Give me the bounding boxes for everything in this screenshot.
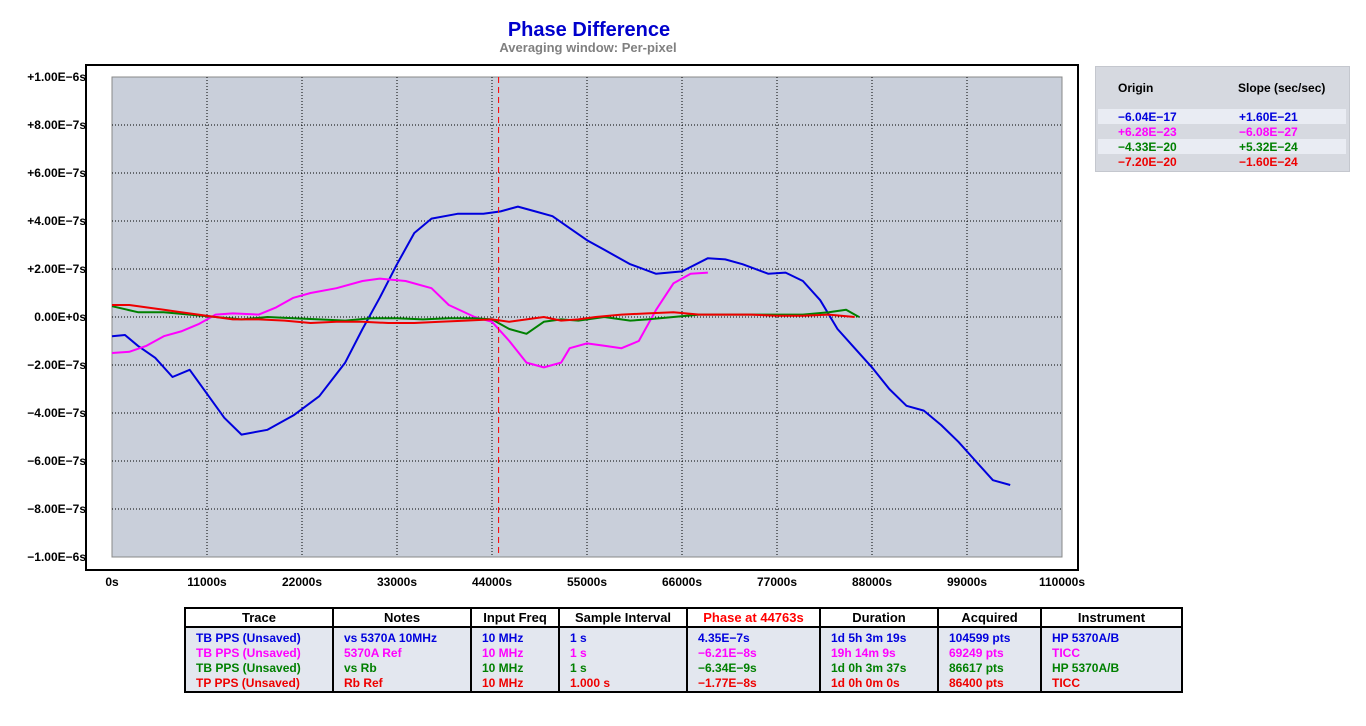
x-tick-label: 88000s — [852, 575, 892, 589]
y-tick-label: −4.00E−7s — [27, 406, 86, 420]
origin-slope-legend: Origin Slope (sec/sec) −6.04E−17 +1.60E−… — [1095, 66, 1350, 172]
cell-input-freq: 10 MHz — [470, 627, 560, 646]
series-line-3[interactable] — [112, 304, 855, 324]
x-tick-label: 55000s — [567, 575, 607, 589]
col-instrument[interactable]: Instrument — [1040, 607, 1183, 628]
y-tick-label: −2.00E−7s — [27, 358, 86, 372]
cell-phase: −1.77E−8s — [686, 676, 821, 693]
x-tick-label: 66000s — [662, 575, 702, 589]
y-tick-label: +8.00E−7s — [27, 118, 86, 132]
y-tick-label: 0.00E+0s — [34, 310, 86, 324]
cell-acquired: 86617 pts — [937, 661, 1042, 676]
cell-trace: TB PPS (Unsaved) — [184, 661, 334, 676]
legend-origin: −6.04E−17 — [1118, 110, 1177, 124]
col-notes[interactable]: Notes — [332, 607, 472, 628]
table-row[interactable]: TB PPS (Unsaved) vs Rb 10 MHz 1 s −6.34E… — [184, 661, 1183, 676]
cell-sample-interval: 1 s — [558, 661, 688, 676]
phase-difference-chart: Phase Difference Averaging window: Per-p… — [27, 19, 1085, 589]
col-sample-interval[interactable]: Sample Interval — [558, 607, 688, 628]
x-tick-label: 110000s — [1039, 575, 1085, 589]
legend-row: +6.28E−23 −6.08E−27 — [1098, 124, 1346, 139]
y-tick-label: +6.00E−7s — [27, 166, 86, 180]
cell-input-freq: 10 MHz — [470, 661, 560, 676]
legend-origin: +6.28E−23 — [1118, 125, 1177, 139]
cell-sample-interval: 1 s — [558, 627, 688, 646]
cell-sample-interval: 1.000 s — [558, 676, 688, 693]
x-tick-label: 44000s — [472, 575, 512, 589]
legend-slope: +5.32E−24 — [1239, 140, 1298, 154]
table-row[interactable]: TB PPS (Unsaved) 5370A Ref 10 MHz 1 s −6… — [184, 646, 1183, 661]
cell-acquired: 69249 pts — [937, 646, 1042, 661]
x-tick-label: 22000s — [282, 575, 322, 589]
y-axis-ticks: +1.00E−6s +8.00E−7s +6.00E−7s +4.00E−7s +2.0… — [27, 70, 86, 564]
legend-slope: −1.60E−24 — [1239, 155, 1298, 169]
cell-notes: Rb Ref — [332, 676, 472, 693]
col-phase-at[interactable]: Phase at 44763s — [686, 607, 821, 628]
x-tick-label: 0s — [105, 575, 119, 589]
cell-trace: TB PPS (Unsaved) — [184, 627, 334, 646]
cell-notes: vs Rb — [332, 661, 472, 676]
cell-duration: 1d 0h 3m 37s — [819, 661, 939, 676]
col-input-freq[interactable]: Input Freq — [470, 607, 560, 628]
cell-notes: vs 5370A 10MHz — [332, 627, 472, 646]
cell-acquired: 104599 pts — [937, 627, 1042, 646]
cell-duration: 1d 0h 0m 0s — [819, 676, 939, 693]
col-trace[interactable]: Trace — [184, 607, 334, 628]
cell-trace: TP PPS (Unsaved) — [184, 676, 334, 693]
cell-trace: TB PPS (Unsaved) — [184, 646, 334, 661]
cell-instrument: TICC — [1040, 646, 1183, 661]
table-row[interactable]: TB PPS (Unsaved) vs 5370A 10MHz 10 MHz 1… — [184, 627, 1183, 646]
y-tick-label: +2.00E−7s — [27, 262, 86, 276]
cell-acquired: 86400 pts — [937, 676, 1042, 693]
y-tick-label: −8.00E−7s — [27, 502, 86, 516]
cell-instrument: HP 5370A/B — [1040, 627, 1183, 646]
cell-duration: 1d 5h 3m 19s — [819, 627, 939, 646]
grid-lines — [112, 77, 1062, 557]
legend-origin-header: Origin — [1118, 81, 1154, 95]
cell-phase: 4.35E−7s — [686, 627, 821, 646]
cell-phase: −6.34E−9s — [686, 661, 821, 676]
legend-origin: −7.20E−20 — [1118, 155, 1177, 169]
series-line-1[interactable] — [111, 271, 708, 369]
legend-slope-header: Slope (sec/sec) — [1238, 81, 1326, 95]
x-tick-label: 99000s — [947, 575, 987, 589]
cell-notes: 5370A Ref — [332, 646, 472, 661]
trace-info-table: Trace Notes Input Freq Sample Interval P… — [184, 607, 1183, 693]
col-acquired[interactable]: Acquired — [937, 607, 1042, 628]
y-tick-label: −1.00E−6s — [27, 550, 86, 564]
legend-origin: −4.33E−20 — [1118, 140, 1177, 154]
legend-row: −6.04E−17 +1.60E−21 — [1098, 109, 1346, 124]
cell-instrument: TICC — [1040, 676, 1183, 693]
table-row[interactable]: TP PPS (Unsaved) Rb Ref 10 MHz 1.000 s −… — [184, 676, 1183, 693]
y-tick-label: +4.00E−7s — [27, 214, 86, 228]
x-tick-label: 33000s — [377, 575, 417, 589]
cell-duration: 19h 14m 9s — [819, 646, 939, 661]
x-tick-label: 77000s — [757, 575, 797, 589]
table-header-row: Trace Notes Input Freq Sample Interval P… — [184, 607, 1183, 628]
legend-slope: −6.08E−27 — [1239, 125, 1298, 139]
x-tick-label: 11000s — [187, 575, 227, 589]
cell-phase: −6.21E−8s — [686, 646, 821, 661]
col-duration[interactable]: Duration — [819, 607, 939, 628]
cell-instrument: HP 5370A/B — [1040, 661, 1183, 676]
series-line-0[interactable] — [111, 205, 1011, 486]
chart-subtitle: Averaging window: Per-pixel — [499, 40, 676, 55]
cell-input-freq: 10 MHz — [470, 646, 560, 661]
chart-title: Phase Difference — [508, 19, 670, 41]
x-axis-ticks: 0s 11000s 22000s 33000s 44000s 55000s 66000s 77… — [105, 575, 1085, 589]
legend-slope: +1.60E−21 — [1239, 110, 1298, 124]
series-layer — [111, 205, 1011, 486]
y-tick-label: +1.00E−6s — [27, 70, 86, 84]
legend-row: −7.20E−20 −1.60E−24 — [1098, 154, 1346, 169]
cell-sample-interval: 1 s — [558, 646, 688, 661]
cell-input-freq: 10 MHz — [470, 676, 560, 693]
y-tick-label: −6.00E−7s — [27, 454, 86, 468]
legend-row: −4.33E−20 +5.32E−24 — [1098, 139, 1346, 154]
